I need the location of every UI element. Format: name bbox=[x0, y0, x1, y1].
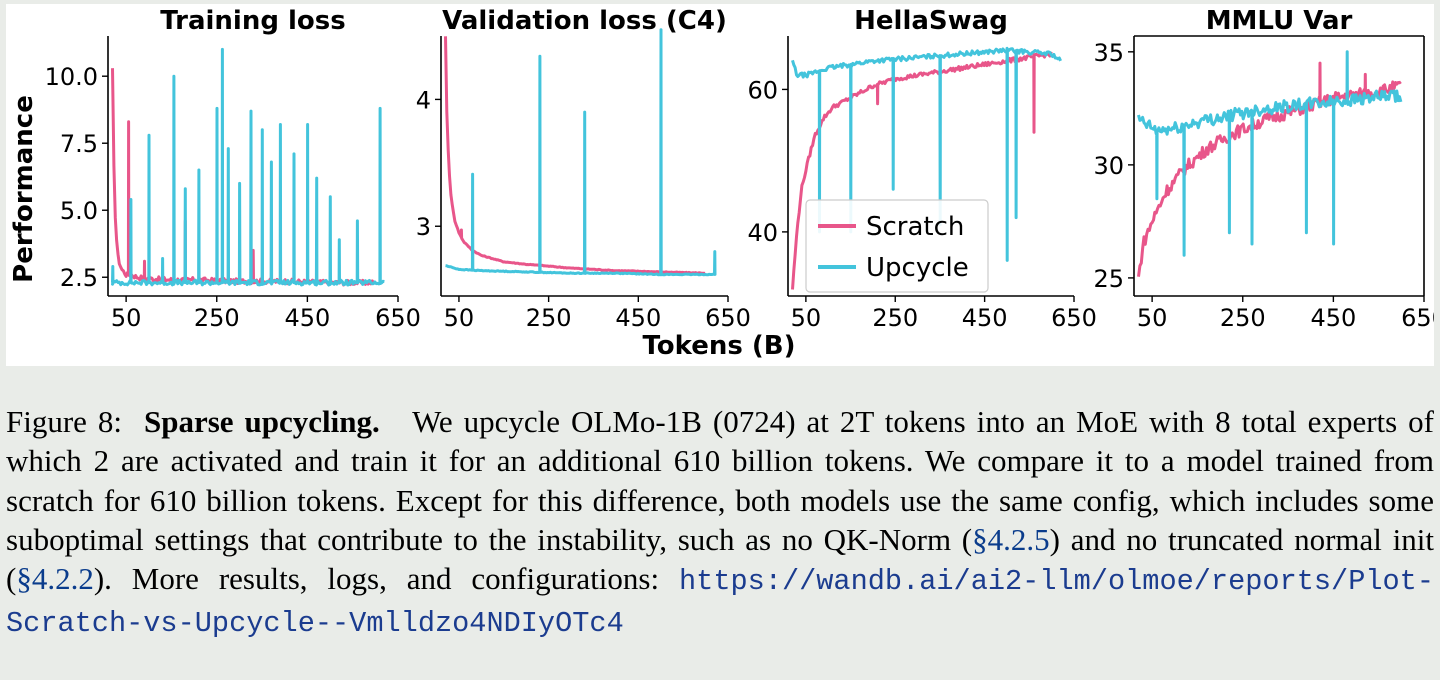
section-ref-link-2[interactable]: §4.2.2 bbox=[16, 561, 94, 597]
legend: Scratch Upcycle bbox=[805, 199, 989, 293]
series-line-scratch bbox=[111, 68, 376, 287]
y-tick-label: 10.0 bbox=[45, 63, 98, 91]
caption-text-2: ) and no truncated normal init ( bbox=[6, 521, 1434, 597]
figure-label: Figure 8: bbox=[6, 404, 123, 439]
y-tick-label: 35 bbox=[1093, 39, 1124, 67]
caption-title: Sparse upcycling. bbox=[144, 404, 380, 439]
chart-panel-2: Validation loss (C4) 50 250 450 650 3 4 bbox=[416, 6, 751, 332]
x-tick-label: 450 bbox=[1310, 304, 1356, 332]
series-line-scratch bbox=[1137, 61, 1402, 277]
caption-text-3: ). More results, logs, and configuration… bbox=[93, 561, 660, 597]
series-line-upcycle bbox=[445, 28, 717, 277]
panel-title: Training loss bbox=[160, 6, 345, 36]
x-tick-label: 50 bbox=[791, 304, 822, 332]
x-tick-label: 650 bbox=[1051, 304, 1097, 332]
series-line-upcycle bbox=[791, 46, 1062, 262]
x-tick-label: 650 bbox=[1401, 304, 1434, 332]
x-axis-title: Tokens (B) bbox=[643, 331, 796, 361]
y-tick-label: 2.5 bbox=[60, 264, 98, 292]
y-tick-label: 5.0 bbox=[60, 197, 98, 225]
section-ref-link-1[interactable]: §4.2.5 bbox=[972, 521, 1050, 557]
series-line-scratch bbox=[791, 51, 1053, 290]
x-tick-label: 650 bbox=[705, 304, 751, 332]
chart-panel-3: HellaSwag 50 250 450 650 40 60 bbox=[747, 6, 1096, 332]
x-tick-label: 450 bbox=[615, 304, 661, 332]
figure-panel: Training loss 50 250 450 650 2.5 5.0 7.5 10.0 Val… bbox=[6, 4, 1434, 366]
x-tick-label: 450 bbox=[962, 304, 1008, 332]
x-tick-label: 250 bbox=[526, 304, 572, 332]
series-line-scratch bbox=[444, 36, 706, 275]
x-tick-label: 50 bbox=[444, 304, 475, 332]
y-tick-label: 30 bbox=[1093, 152, 1124, 180]
chart-panel-1: Training loss 50 250 450 650 2.5 5.0 7.5 10.0 bbox=[45, 6, 421, 332]
y-tick-label: 4 bbox=[416, 86, 431, 114]
panel-title: HellaSwag bbox=[854, 6, 1008, 36]
figure-caption: Figure 8: Sparse upcycling. We upcycle O… bbox=[6, 402, 1434, 644]
y-tick-label: 60 bbox=[747, 76, 778, 104]
x-tick-label: 50 bbox=[1137, 304, 1168, 332]
x-tick-label: 50 bbox=[111, 304, 142, 332]
x-tick-label: 450 bbox=[284, 304, 330, 332]
y-tick-label: 3 bbox=[416, 213, 431, 241]
panel-title: Validation loss (C4) bbox=[442, 6, 727, 36]
series-line-upcycle bbox=[111, 47, 385, 287]
chart-panel-4: MMLU Var 50 250 450 650 25 30 35 bbox=[1093, 6, 1434, 332]
y-tick-label: 40 bbox=[747, 219, 778, 247]
series-line-upcycle bbox=[1137, 50, 1403, 257]
caption-text-1: We upcycle OLMo-1B (0724) at 2T tokens i… bbox=[6, 404, 1434, 557]
report-url-link[interactable]: https://wandb.ai/ai2-llm/olmoe/reports/P… bbox=[6, 565, 1434, 641]
x-tick-label: 250 bbox=[194, 304, 240, 332]
legend-label-upcycle: Upcycle bbox=[866, 253, 969, 283]
y-tick-label: 7.5 bbox=[60, 130, 98, 158]
y-axis-title: Performance bbox=[9, 95, 39, 283]
y-tick-label: 25 bbox=[1093, 265, 1124, 293]
legend-label-scratch: Scratch bbox=[866, 212, 964, 242]
panel-title: MMLU Var bbox=[1206, 6, 1353, 36]
x-tick-label: 250 bbox=[872, 304, 918, 332]
x-tick-label: 250 bbox=[1220, 304, 1266, 332]
x-tick-label: 650 bbox=[375, 304, 421, 332]
